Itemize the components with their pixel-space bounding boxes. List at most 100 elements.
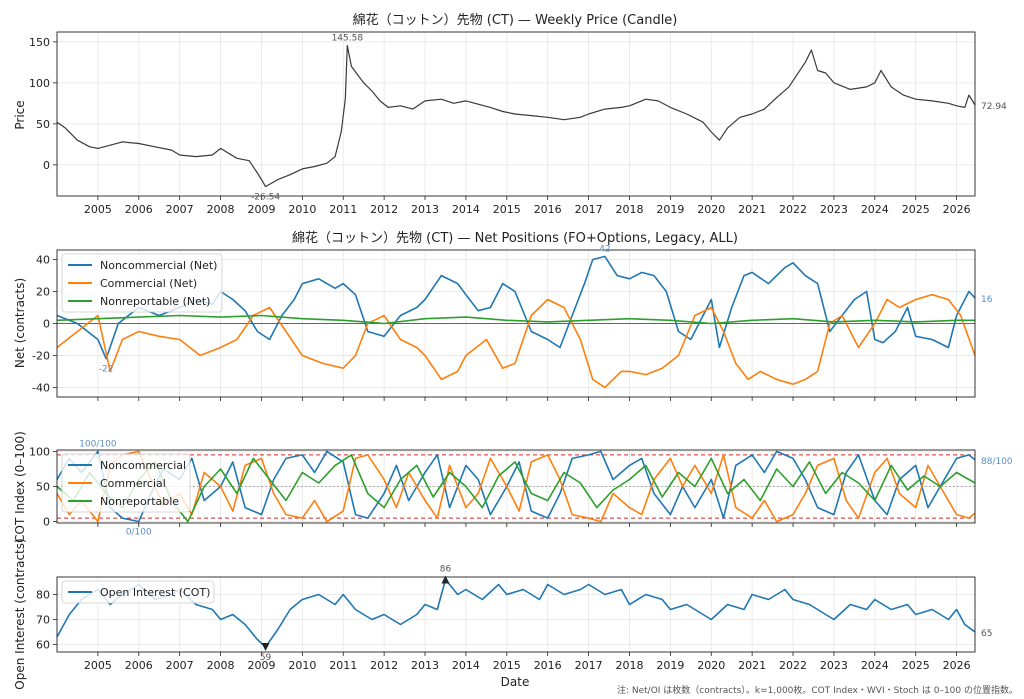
- price-plot: 0 50 100 150 2005 2006 2007 2008 2009 2010 2011 201…: [29, 31, 1007, 216]
- open_interest-plot: 60 70 80 2005 2006 2007 2008 2009 2010 2011 2012 20…: [36, 565, 992, 673]
- extreme-marker: [261, 643, 270, 651]
- x-tick-label: 2014: [452, 659, 480, 672]
- x-tick-label: 2015: [493, 203, 521, 216]
- y-tick-label: 150: [29, 36, 50, 49]
- legend-label: Noncommercial (Net): [100, 259, 217, 272]
- x-tick-label: 2024: [861, 203, 889, 216]
- x-tick-label: 2010: [288, 203, 316, 216]
- x-tick-label: 2022: [779, 659, 807, 672]
- x-axis-label: Date: [501, 675, 530, 689]
- x-tick-label: 2015: [493, 659, 521, 672]
- x-tick-label: 2007: [166, 659, 194, 672]
- x-tick-label: 2012: [370, 659, 398, 672]
- annotation-label: 100/100: [79, 439, 117, 449]
- y-tick-label: 60: [36, 639, 50, 652]
- price-y-axis-label: Price: [13, 100, 27, 129]
- annotation-label: 16: [981, 295, 993, 305]
- annotation-label: -26.54: [251, 193, 280, 203]
- x-tick-label: 2017: [575, 659, 603, 672]
- plot-frame: [56, 576, 976, 653]
- series-line-noncommercial: [56, 450, 976, 523]
- x-tick-label: 2023: [820, 203, 848, 216]
- series-line-price: [56, 44, 976, 188]
- y-tick-label: 100: [29, 77, 50, 90]
- x-tick-label: 2014: [452, 203, 480, 216]
- series-line-noncommercial: [56, 578, 976, 648]
- x-tick-label: 2021: [738, 659, 766, 672]
- open-interest-y-axis-label: Open Interest (contracts): [13, 538, 27, 689]
- annotation-label: 72.94: [981, 102, 1007, 112]
- legend-label: Commercial: [100, 477, 166, 490]
- annotation-label: 145.58: [332, 33, 364, 43]
- footnote: 注: Net/OI は枚数（contracts）。k=1,000枚。COT In…: [617, 684, 1018, 696]
- y-tick-label: 0: [43, 318, 50, 331]
- x-tick-label: 2025: [902, 203, 930, 216]
- legend-label: Commercial (Net): [100, 277, 197, 290]
- y-tick-label: 70: [36, 614, 50, 627]
- x-tick-label: 2008: [207, 203, 235, 216]
- y-tick-label: 100: [29, 445, 50, 458]
- x-tick-label: 2019: [656, 203, 684, 216]
- cot-index-y-axis-label: COT Index (0–100): [13, 431, 27, 543]
- x-tick-label: 2006: [125, 659, 153, 672]
- x-tick-label: 2018: [615, 203, 643, 216]
- price-panel: 綿花（コットン）先物 (CT) — Weekly Price (Candle) …: [13, 12, 677, 130]
- x-tick-label: 2016: [534, 659, 562, 672]
- x-tick-label: 2005: [84, 203, 112, 216]
- y-tick-label: 20: [36, 286, 50, 299]
- legend-label: Noncommercial: [100, 459, 186, 472]
- x-tick-label: 2017: [575, 203, 603, 216]
- y-tick-label: -20: [32, 349, 50, 362]
- x-tick-label: 2025: [902, 659, 930, 672]
- cot-index-panel: COT Index (0–100): [13, 431, 27, 543]
- x-tick-label: 2021: [738, 203, 766, 216]
- legend-box: [61, 253, 223, 313]
- legend-label: Nonreportable: [100, 495, 179, 508]
- net-positions-chart-title: 綿花（コットン）先物 (CT) — Net Positions (FO+Opti…: [292, 230, 738, 246]
- legend-box: [61, 453, 191, 513]
- cot_index-plot: 0 50 100 100/100 0/100 88/100 Noncommercial Com…: [29, 439, 1013, 537]
- price-chart-title: 綿花（コットン）先物 (CT) — Weekly Price (Candle): [353, 12, 678, 28]
- open-interest-panel: Open Interest (contracts) Date: [13, 538, 529, 689]
- annotation-label: 65: [981, 629, 992, 639]
- series-line-nonreportable: [56, 314, 975, 325]
- plot-frame: [56, 31, 976, 197]
- series-line-nonreportable: [56, 454, 976, 523]
- x-tick-label: 2013: [411, 659, 439, 672]
- net-positions-panel: 綿花（コットン）先物 (CT) — Net Positions (FO+Opti…: [13, 230, 738, 368]
- legend-box: [61, 580, 215, 604]
- x-tick-label: 2006: [125, 203, 153, 216]
- annotation-label: 86: [440, 565, 452, 575]
- x-tick-label: 2011: [329, 203, 357, 216]
- x-tick-label: 2026: [943, 203, 971, 216]
- x-tick-label: 2026: [943, 659, 971, 672]
- y-tick-label: 50: [36, 481, 50, 494]
- x-tick-label: 2020: [697, 203, 725, 216]
- legend-label: Nonreportable (Net): [100, 295, 210, 308]
- net-positions-y-axis-label: Net (contracts): [13, 278, 27, 368]
- x-tick-label: 2009: [247, 659, 275, 672]
- y-tick-label: -40: [32, 381, 50, 394]
- legend: Noncommercial Commercial Nonreportable: [61, 453, 191, 513]
- x-tick-label: 2018: [615, 659, 643, 672]
- x-tick-label: 2008: [207, 659, 235, 672]
- x-tick-label: 2022: [779, 203, 807, 216]
- x-tick-label: 2024: [861, 659, 889, 672]
- y-tick-label: 50: [36, 118, 50, 131]
- annotation-label: 0/100: [126, 528, 152, 538]
- x-tick-label: 2023: [820, 659, 848, 672]
- extreme-marker: [441, 575, 450, 584]
- legend: Noncommercial (Net) Commercial (Net) Nonre…: [61, 253, 223, 313]
- y-tick-label: 80: [36, 589, 50, 602]
- legend-label: Open Interest (COT): [100, 586, 210, 599]
- annotation-label: 59: [260, 653, 272, 663]
- series-line-commercial: [56, 450, 976, 523]
- annotation-label: -22: [99, 365, 114, 375]
- y-tick-label: 0: [43, 159, 50, 172]
- net-plot: -40 -20 0 20 40 42 -22 16 Noncommercial (Net) Com…: [32, 244, 993, 401]
- annotation-label: 42: [599, 244, 610, 254]
- series-line-commercial: [56, 293, 976, 389]
- y-tick-label: 40: [36, 254, 50, 267]
- x-tick-label: 2019: [656, 659, 684, 672]
- legend: Open Interest (COT): [61, 580, 215, 604]
